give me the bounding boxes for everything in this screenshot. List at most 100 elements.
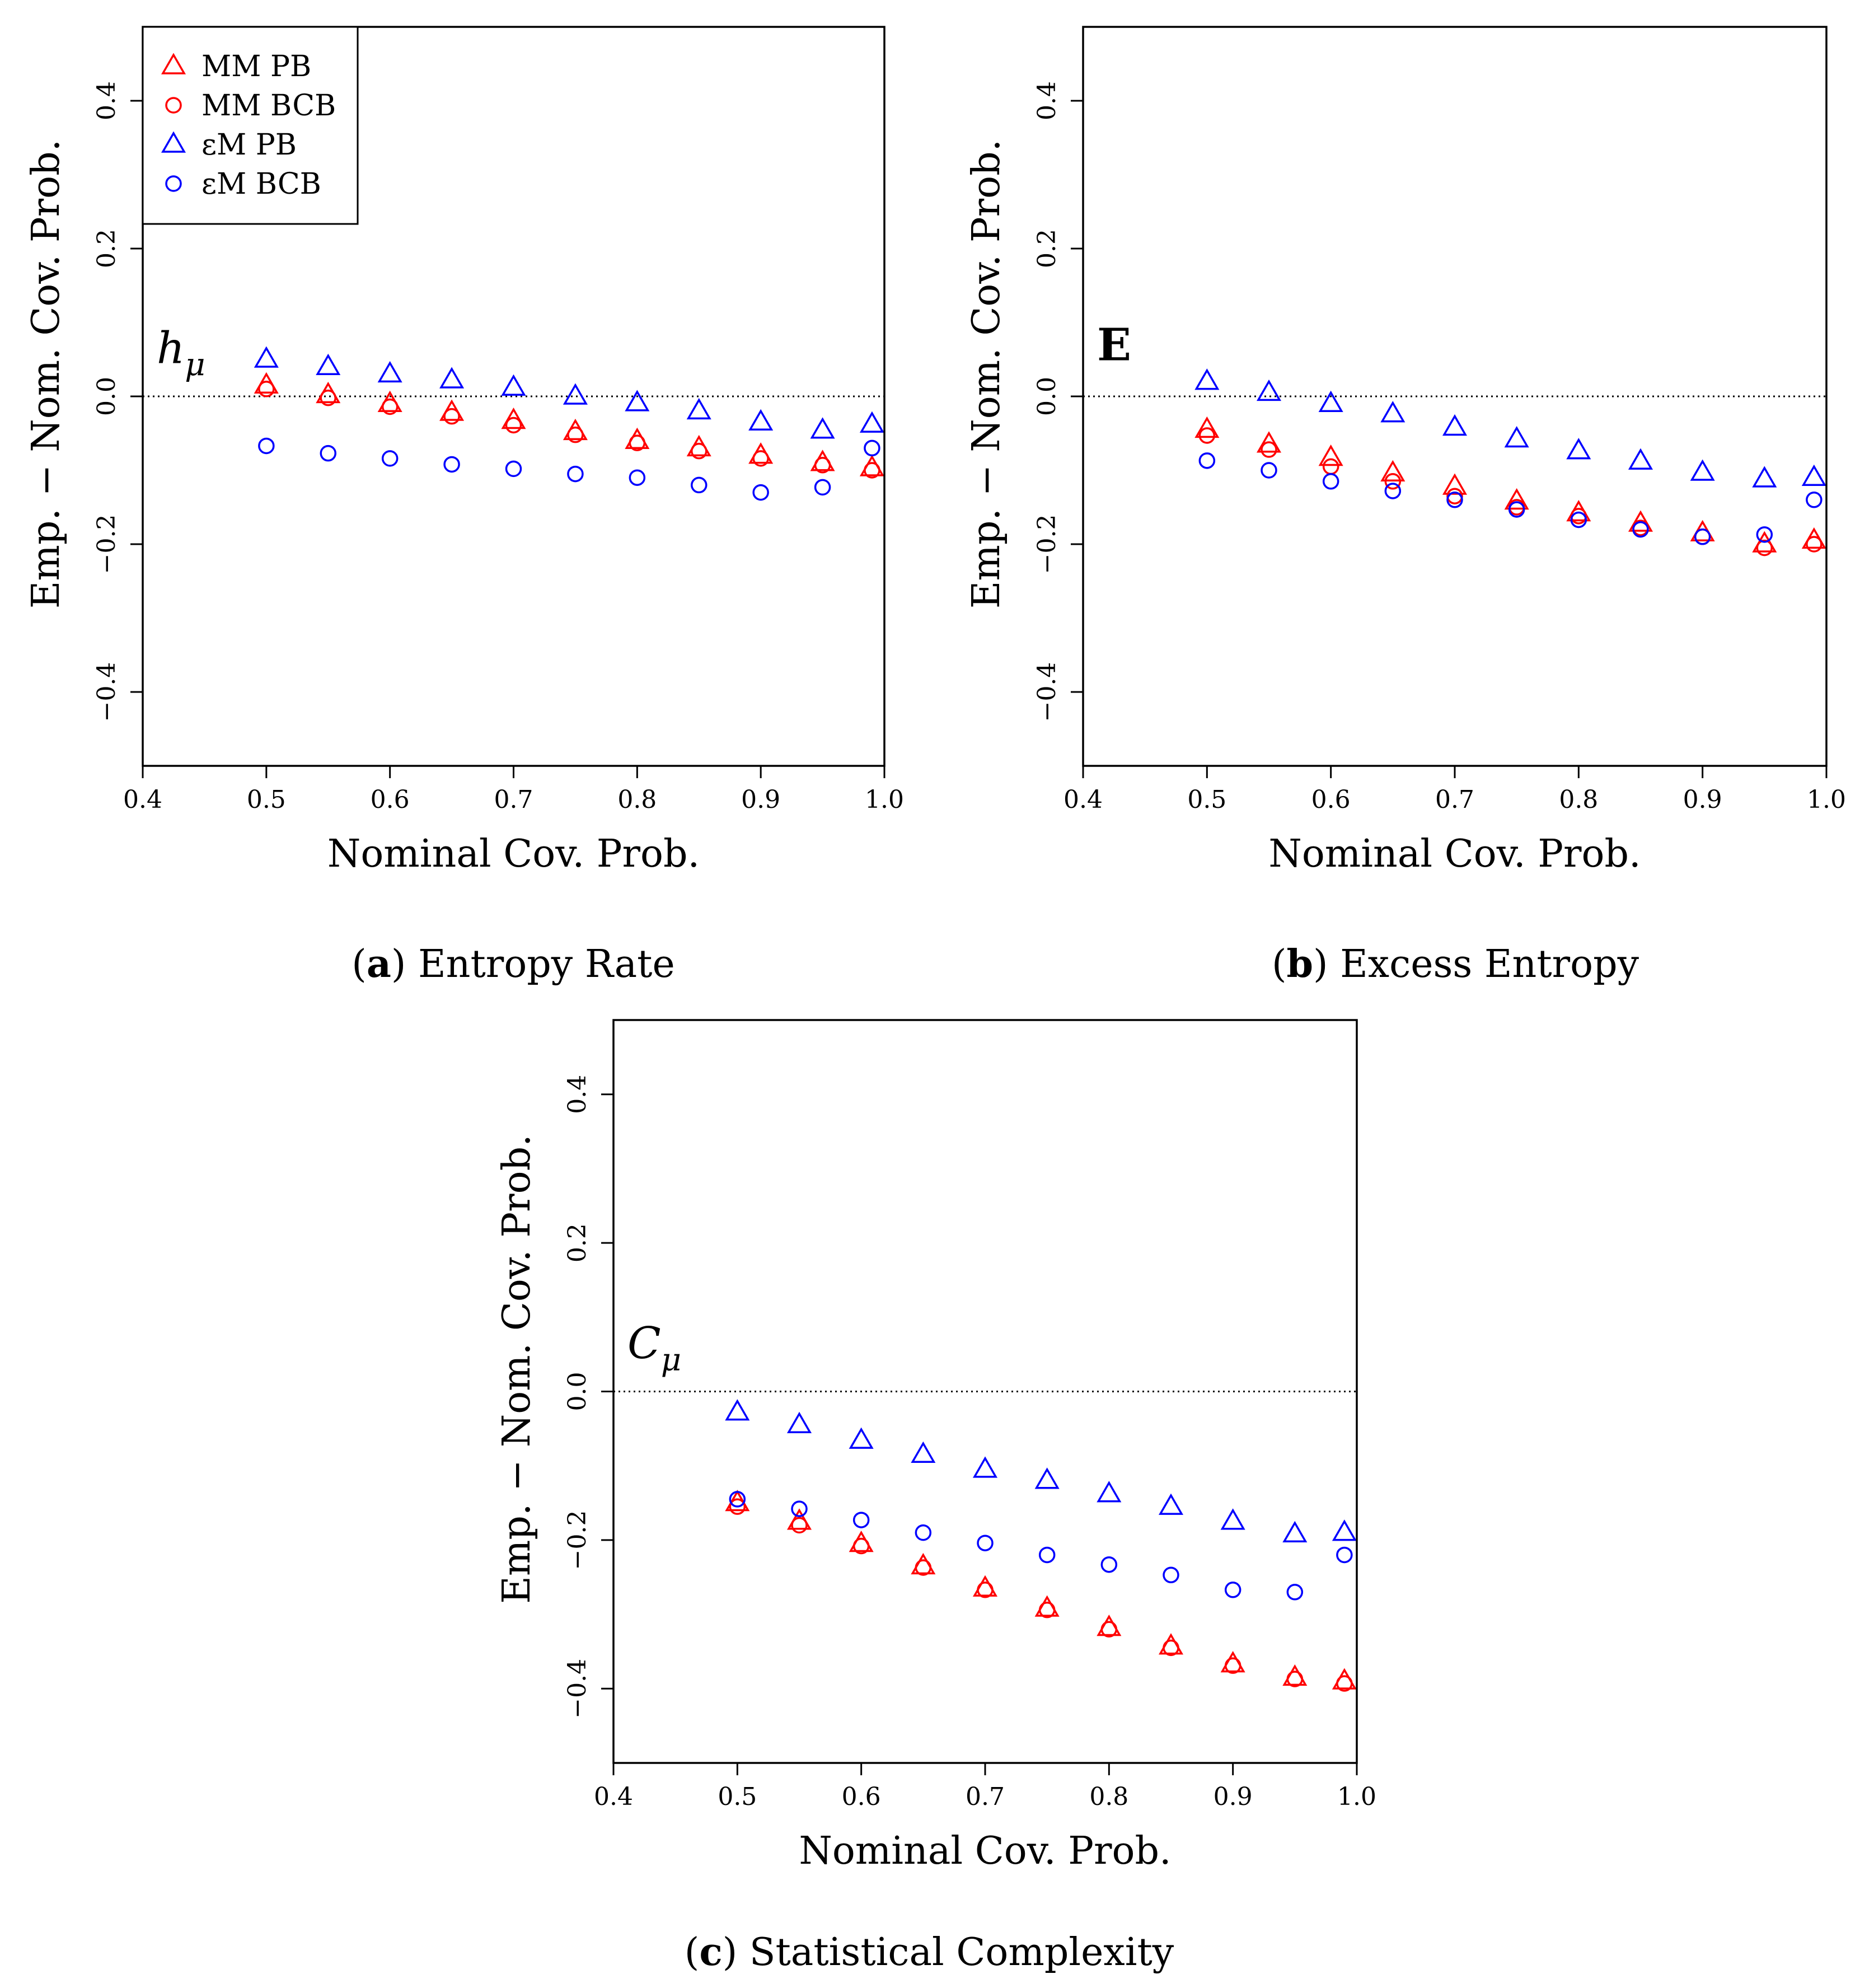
caption-text: Statistical Complexity (749, 1930, 1174, 1975)
data-point-circle (1384, 473, 1402, 490)
data-point-circle (1336, 1675, 1353, 1692)
data-point-circle (1100, 1621, 1118, 1638)
x-tick-label: 0.4 (123, 785, 162, 814)
series-εm-pb (254, 346, 884, 439)
x-axis-title: Nominal Cov. Prob. (799, 1829, 1171, 1873)
x-tick-label: 1.0 (865, 785, 904, 814)
data-point-circle (1756, 539, 1773, 556)
data-point-circle (791, 1517, 808, 1534)
data-point-circle (1038, 1601, 1056, 1619)
y-tick-label: 0.0 (1033, 377, 1061, 416)
data-point-circle (864, 439, 880, 457)
x-tick-label: 0.9 (741, 785, 780, 814)
data-point-triangle (786, 1411, 812, 1433)
data-point-circle (729, 1491, 746, 1508)
y-tick-label: −0.4 (92, 662, 121, 722)
data-point-triangle (1194, 368, 1220, 390)
data-point-circle (1446, 492, 1463, 508)
series-mm-bcb (258, 381, 880, 479)
legend-marker-circle (165, 175, 182, 192)
data-point-triangle (625, 390, 650, 411)
y-tick-label: 0.2 (563, 1223, 592, 1262)
data-point-circle (567, 426, 584, 443)
x-axis-title: Nominal Cov. Prob. (1268, 832, 1641, 876)
data-point-circle (258, 437, 275, 455)
data-point-circle (1806, 492, 1822, 508)
caption-letter: c (699, 1930, 722, 1975)
data-point-triangle (1801, 464, 1826, 486)
x-tick-label: 0.4 (1063, 785, 1103, 814)
data-point-triangle (1158, 1493, 1184, 1515)
data-point-circle (320, 389, 336, 406)
legend-entry: MM PB (202, 50, 311, 83)
data-point-triangle (911, 1441, 936, 1463)
caption-letter: b (1286, 942, 1313, 986)
data-point-circle (1570, 511, 1587, 528)
panel-a: 0.4 0.5 0.6 0.7 0.8 0.9 1.0 −0.4 −0.2 0.0 0.2 0.4 No… (24, 26, 904, 876)
series-εm-pb (725, 1399, 1357, 1543)
series-εm-bcb (258, 437, 880, 501)
caption-paren-close: ) (723, 1930, 749, 1975)
caption-paren-close: ) (391, 942, 418, 986)
data-point-triangle (1097, 1481, 1122, 1503)
series-εm-pb (1194, 368, 1826, 488)
y-tick-label: −0.2 (563, 1510, 592, 1570)
data-point-triangle (1282, 1521, 1308, 1543)
caption-text: Entropy Rate (418, 942, 675, 986)
x-tick-label: 0.7 (1435, 785, 1474, 814)
data-point-circle (505, 460, 522, 478)
x-tick-label: 0.5 (247, 785, 286, 814)
y-tick-label: 0.2 (92, 229, 121, 268)
data-point-circle (1322, 473, 1339, 490)
data-point-triangle (1034, 1467, 1060, 1489)
data-point-triangle (748, 409, 774, 431)
data-point-circle (691, 442, 708, 460)
x-tick-label: 0.4 (594, 1783, 633, 1811)
series-mm-bcb (729, 1498, 1353, 1692)
data-point-circle (443, 456, 460, 473)
legend-entry: MM BCB (202, 89, 336, 123)
data-point-circle (977, 1582, 994, 1598)
y-axis-title: Emp. − Nom. Cov. Prob. (24, 139, 68, 609)
x-tick-label: 0.7 (494, 785, 533, 814)
x-axis-title: Nominal Cov. Prob. (327, 832, 700, 876)
data-point-triangle (1380, 401, 1405, 423)
data-point-circle (629, 469, 646, 486)
data-point-circle (752, 450, 769, 467)
data-point-triangle (1628, 448, 1653, 470)
data-point-triangle (1318, 390, 1343, 412)
data-point-circle (1286, 1671, 1304, 1687)
data-point-triangle (1220, 1508, 1245, 1530)
y-tick-label: 0.4 (1033, 81, 1061, 120)
data-point-circle (1261, 441, 1277, 458)
data-point-circle (1224, 1582, 1241, 1598)
data-point-circle (1224, 1657, 1241, 1674)
data-point-circle (567, 465, 584, 483)
caption-letter: a (367, 942, 391, 986)
data-point-circle (1336, 1546, 1353, 1564)
panel-c: 0.4 0.5 0.6 0.7 0.8 0.9 1.0 −0.4 −0.2 0.0 0.2 0.4 No… (495, 1019, 1376, 1873)
data-point-circle (691, 476, 708, 494)
x-tick-label: 0.8 (617, 785, 657, 814)
data-point-circle (814, 479, 831, 496)
legend-marker-triangle (161, 53, 186, 74)
data-point-circle (1038, 1546, 1056, 1564)
data-point-circle (1694, 528, 1711, 545)
variable-label-subscript: μ (661, 1342, 681, 1378)
data-point-triangle (1442, 473, 1468, 495)
data-point-triangle (439, 367, 465, 389)
data-point-triangle (1256, 379, 1282, 401)
y-tick-label: −0.2 (92, 514, 121, 574)
data-point-triangle (254, 346, 279, 368)
data-point-circle (320, 445, 336, 462)
legend-marker-triangle (161, 131, 186, 153)
caption-b: (b) Excess Entropy (1272, 942, 1639, 986)
y-tick-label: −0.2 (1033, 514, 1061, 574)
caption-paren-close: ) (1313, 942, 1340, 986)
data-point-circle (814, 457, 831, 474)
data-point-triangle (316, 353, 341, 375)
data-point-circle (915, 1524, 932, 1541)
panel-b: 0.4 0.5 0.6 0.7 0.8 0.9 1.0 −0.4 −0.2 0.0 0.2 0.4 No… (964, 26, 1846, 876)
caption-paren-open: ( (685, 1930, 700, 1975)
